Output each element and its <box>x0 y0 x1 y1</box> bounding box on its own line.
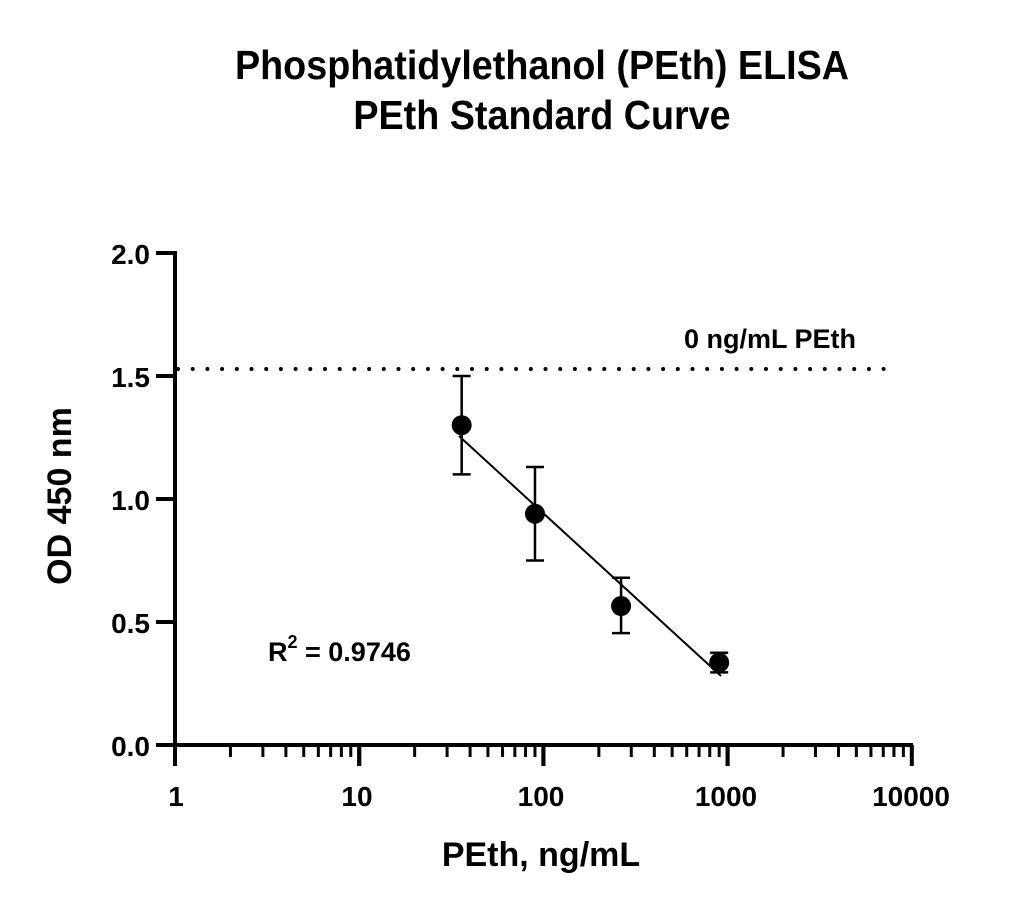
y-axis-title: OD 450 nm <box>41 407 79 585</box>
y-tick-label: 0.0 <box>111 731 150 762</box>
x-tick-label: 100 <box>518 781 565 812</box>
x-tick-labels: 1 10 100 1000 10000 <box>168 781 950 812</box>
x-tick-label: 10 <box>341 781 372 812</box>
data-point <box>709 652 730 673</box>
r2-base: R <box>268 637 288 667</box>
r2-rest: = 0.9746 <box>298 637 411 667</box>
y-tick-label: 1.0 <box>111 485 150 516</box>
data-point <box>611 596 632 617</box>
chart-title-line1: Phosphatidylethanol (PEth) ELISA <box>234 42 850 88</box>
x-tick-label: 1 <box>168 781 184 812</box>
y-tick-label: 2.0 <box>111 239 150 270</box>
data-series <box>451 374 730 674</box>
r-squared-annotation: R2 = 0.9746 <box>268 632 411 667</box>
chart-title: Phosphatidylethanol (PEth) ELISA PEth St… <box>43 40 1024 140</box>
r2-superscript: 2 <box>288 632 298 652</box>
data-point <box>524 503 545 524</box>
x-axis-title: PEth, ng/mL <box>442 836 640 874</box>
data-point <box>451 415 472 436</box>
y-axis <box>156 251 177 747</box>
reference-line-label: 0 ng/mL PEth <box>684 324 856 354</box>
y-tick-label: 0.5 <box>111 608 150 639</box>
regression-line <box>458 435 722 677</box>
x-axis <box>156 743 914 766</box>
chart-title-line2: PEth Standard Curve <box>353 92 731 138</box>
y-tick-label: 1.5 <box>111 362 150 393</box>
y-tick-labels: 2.0 1.5 1.0 0.5 0.0 <box>111 239 150 762</box>
x-tick-label: 10000 <box>872 781 950 812</box>
x-tick-label: 1000 <box>695 781 757 812</box>
